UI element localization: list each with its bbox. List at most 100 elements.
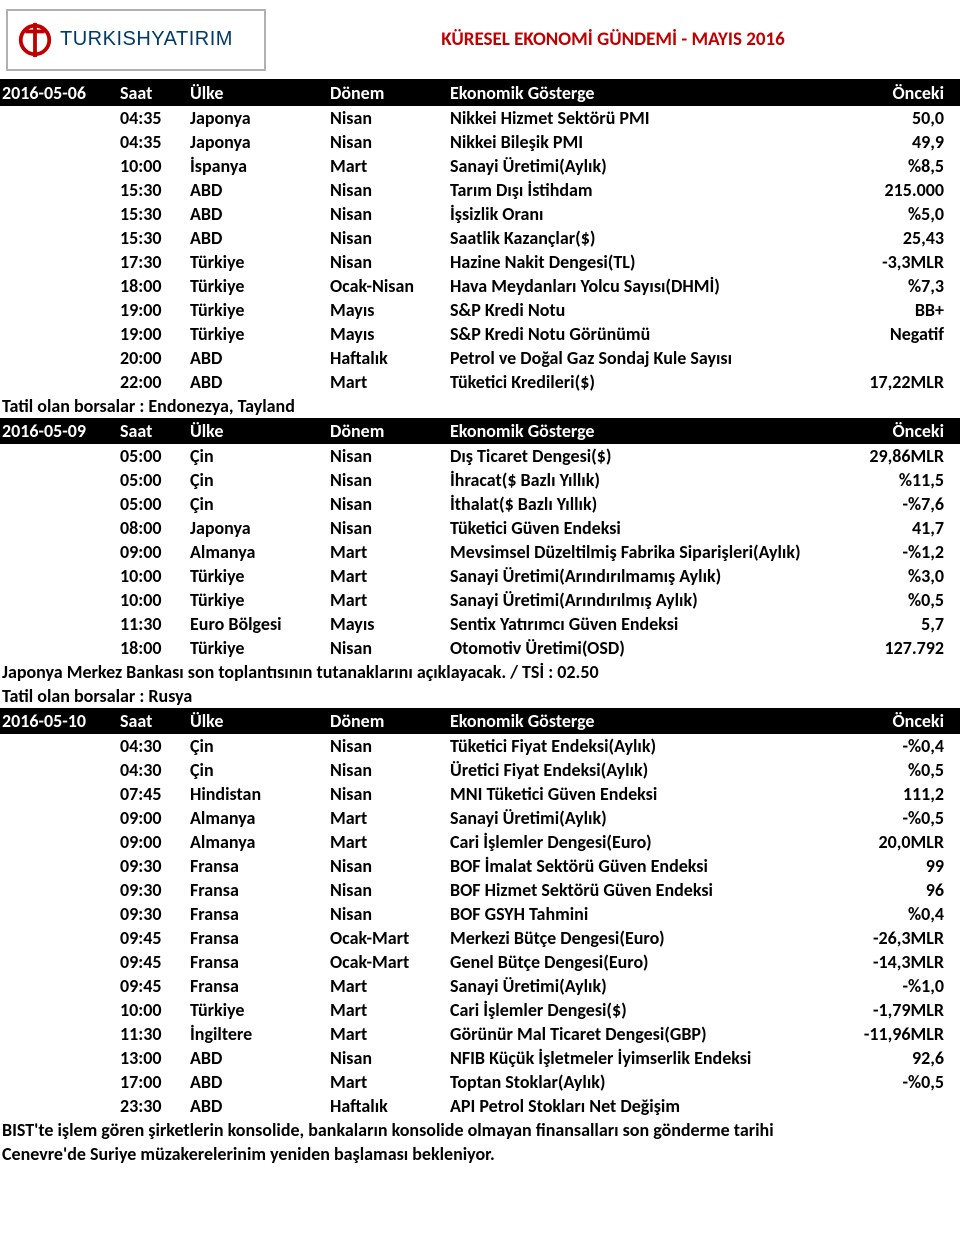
logo: TURKISH YATIRIM (6, 9, 266, 71)
logo-icon (16, 21, 54, 59)
cell-prev: 50,0 (822, 106, 952, 130)
cell-time: 17:00 (120, 1070, 190, 1094)
header-period: Dönem (330, 710, 450, 732)
cell-time: 20:00 (120, 346, 190, 370)
data-row: 05:00ÇinNisanİhracat($ Bazlı Yıllık)%11,… (0, 468, 960, 492)
cell-indicator: BOF Hizmet Sektörü Güven Endeksi (450, 878, 822, 902)
cell-country: ABD (190, 1070, 330, 1094)
data-row: 09:45FransaMartSanayi Üretimi(Aylık)-%1,… (0, 974, 960, 998)
cell-country: Fransa (190, 878, 330, 902)
cell-country: ABD (190, 178, 330, 202)
cell-country: ABD (190, 346, 330, 370)
cell-time: 09:30 (120, 878, 190, 902)
cell-country: Türkiye (190, 298, 330, 322)
data-row: 04:35JaponyaNisanNikkei Hizmet Sektörü P… (0, 106, 960, 130)
cell-time: 19:00 (120, 298, 190, 322)
cell-period: Nisan (330, 854, 450, 878)
cell-country: Fransa (190, 926, 330, 950)
data-row: 10:00TürkiyeMartCari İşlemler Dengesi($)… (0, 998, 960, 1022)
header-period: Dönem (330, 420, 450, 442)
spacer (0, 130, 120, 154)
header-country: Ülke (190, 420, 330, 442)
cell-indicator: Saatlik Kazançlar($) (450, 226, 822, 250)
cell-period: Nisan (330, 226, 450, 250)
spacer (0, 588, 120, 612)
cell-time: 09:30 (120, 902, 190, 926)
data-row: 11:30İngiltereMartGörünür Mal Ticaret De… (0, 1022, 960, 1046)
cell-country: İspanya (190, 154, 330, 178)
cell-time: 09:00 (120, 806, 190, 830)
data-row: 20:00ABDHaftalıkPetrol ve Doğal Gaz Sond… (0, 346, 960, 370)
cell-prev: %5,0 (822, 202, 952, 226)
cell-time: 04:35 (120, 106, 190, 130)
cell-time: 05:00 (120, 468, 190, 492)
cell-indicator: Sanayi Üretimi(Arındırılmış Aylık) (450, 588, 822, 612)
cell-period: Nisan (330, 130, 450, 154)
cell-period: Mayıs (330, 612, 450, 636)
cell-indicator: Toptan Stoklar(Aylık) (450, 1070, 822, 1094)
cell-prev: -11,96MLR (822, 1022, 952, 1046)
cell-period: Mart (330, 370, 450, 394)
cell-time: 08:00 (120, 516, 190, 540)
data-row: 07:45HindistanNisanMNI Tüketici Güven En… (0, 782, 960, 806)
cell-country: ABD (190, 202, 330, 226)
cell-period: Mart (330, 1070, 450, 1094)
data-row: 09:00AlmanyaMartCari İşlemler Dengesi(Eu… (0, 830, 960, 854)
spacer (0, 1046, 120, 1070)
cell-period: Mart (330, 974, 450, 998)
cell-country: ABD (190, 226, 330, 250)
cell-prev: -%0,5 (822, 1070, 952, 1094)
cell-prev: 5,7 (822, 612, 952, 636)
cell-country: Çin (190, 444, 330, 468)
cell-time: 10:00 (120, 564, 190, 588)
cell-prev: Negatif (822, 322, 952, 346)
spacer (0, 346, 120, 370)
cell-period: Mart (330, 806, 450, 830)
title-area: KÜRESEL EKONOMİ GÜNDEMİ - MAYIS 2016 (266, 28, 960, 51)
cell-indicator: S&P Kredi Notu (450, 298, 822, 322)
cell-indicator: BOF İmalat Sektörü Güven Endeksi (450, 854, 822, 878)
data-row: 10:00TürkiyeMartSanayi Üretimi(Arındırıl… (0, 588, 960, 612)
spacer (0, 830, 120, 854)
date-header: 2016-05-09SaatÜlkeDönemEkonomik Gösterge… (0, 418, 960, 444)
header-country: Ülke (190, 710, 330, 732)
cell-time: 04:30 (120, 734, 190, 758)
cell-time: 23:30 (120, 1094, 190, 1118)
logo-text-1: TURKISH (60, 28, 151, 51)
spacer (0, 1070, 120, 1094)
cell-period: Nisan (330, 106, 450, 130)
cell-period: Ocak-Mart (330, 926, 450, 950)
cell-indicator: Tüketici Güven Endeksi (450, 516, 822, 540)
cell-period: Mayıs (330, 298, 450, 322)
data-row: 09:00AlmanyaMartMevsimsel Düzeltilmiş Fa… (0, 540, 960, 564)
cell-time: 05:00 (120, 492, 190, 516)
cell-time: 09:00 (120, 540, 190, 564)
spacer (0, 758, 120, 782)
cell-country: Türkiye (190, 588, 330, 612)
cell-prev: 20,0MLR (822, 830, 952, 854)
cell-time: 04:35 (120, 130, 190, 154)
spacer (0, 154, 120, 178)
data-row: 09:00AlmanyaMartSanayi Üretimi(Aylık)-%0… (0, 806, 960, 830)
cell-indicator: İthalat($ Bazlı Yıllık) (450, 492, 822, 516)
data-row: 09:30FransaNisanBOF İmalat Sektörü Güven… (0, 854, 960, 878)
cell-country: Türkiye (190, 998, 330, 1022)
cell-indicator: S&P Kredi Notu Görünümü (450, 322, 822, 346)
cell-period: Nisan (330, 492, 450, 516)
cell-prev: %0,5 (822, 758, 952, 782)
spacer (0, 854, 120, 878)
cell-indicator: Dış Ticaret Dengesi($) (450, 444, 822, 468)
spacer (0, 178, 120, 202)
data-row: 17:00ABDMartToptan Stoklar(Aylık)-%0,5 (0, 1070, 960, 1094)
cell-indicator: BOF GSYH Tahmini (450, 902, 822, 926)
spacer (0, 540, 120, 564)
cell-time: 09:30 (120, 854, 190, 878)
cell-period: Haftalık (330, 346, 450, 370)
cell-prev: 99 (822, 854, 952, 878)
cell-time: 18:00 (120, 636, 190, 660)
cell-prev: %7,3 (822, 274, 952, 298)
cell-country: Hindistan (190, 782, 330, 806)
cell-time: 09:45 (120, 950, 190, 974)
cell-indicator: Hazine Nakit Dengesi(TL) (450, 250, 822, 274)
cell-indicator: Merkezi Bütçe Dengesi(Euro) (450, 926, 822, 950)
